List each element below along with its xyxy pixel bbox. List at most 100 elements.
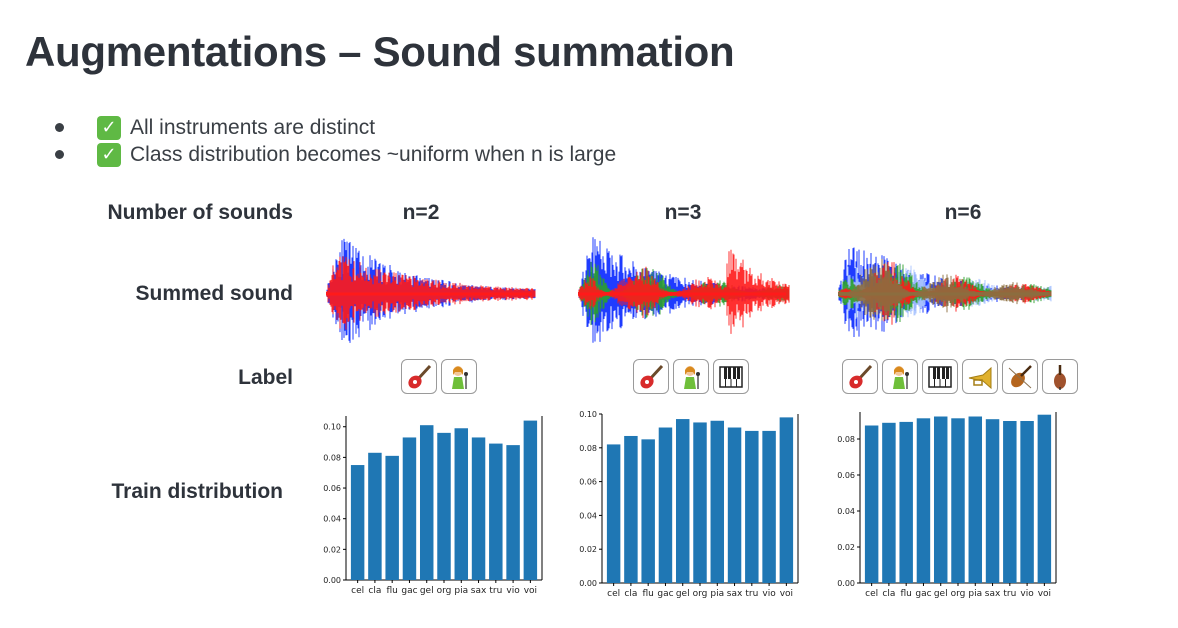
row-label-number-of-sounds: Number of sounds [107, 201, 293, 224]
x-tick-label: cla [624, 589, 637, 599]
guitar-icon [849, 364, 873, 388]
instrument-label [1042, 359, 1078, 394]
bar-cel [606, 444, 621, 583]
bar-cla [624, 435, 638, 583]
bar-tru [489, 443, 503, 580]
x-tick-label: flu [642, 589, 653, 599]
bar-cla [882, 422, 896, 583]
bar-flu [641, 439, 655, 583]
bar-voi [523, 420, 538, 580]
bar-sax [471, 437, 486, 580]
y-tick-label: 0.04 [837, 507, 855, 516]
bar-flu [385, 455, 399, 580]
bullet-text: Class distribution becomes ~uniform when… [130, 142, 617, 166]
y-tick-label: 0.08 [323, 453, 341, 462]
y-tick-label: 0.02 [837, 543, 855, 552]
y-tick-label: 0.06 [579, 478, 597, 487]
x-tick-label: gac [657, 589, 673, 599]
bar-cla [368, 452, 382, 580]
x-tick-label: pia [710, 589, 724, 599]
x-tick-label: flu [386, 586, 397, 596]
x-tick-label: vio [1020, 589, 1034, 599]
instrument-label [962, 359, 998, 394]
train-distribution-chart-n2: 0.00 0.02 0.04 0.06 0.08 0.10 cel cla flu gac gel o… [323, 416, 543, 596]
waveform-n2 [326, 238, 536, 343]
train-distribution-chart-n3: 0.00 0.02 0.04 0.06 0.08 0.10 cel cla flu gac gel o… [579, 410, 799, 599]
bar-voi [1037, 414, 1052, 583]
violin-icon [1008, 364, 1032, 388]
piano-icon [928, 365, 952, 388]
bar-org [951, 418, 965, 583]
x-tick-label: pia [968, 589, 982, 599]
x-tick-label: gac [915, 589, 931, 599]
waveform-n6 [838, 247, 1052, 338]
x-tick-label: voi [1038, 589, 1051, 599]
y-tick-label: 0.02 [579, 545, 597, 554]
x-tick-label: sax [985, 589, 1001, 599]
y-tick-label: 0.06 [323, 484, 341, 493]
bullet-item: ✓ All instruments are distinct [55, 114, 616, 141]
bar-tru [745, 430, 759, 583]
bar-gac [658, 427, 673, 583]
y-tick-label: 0.00 [579, 579, 597, 588]
x-tick-label: cla [882, 589, 895, 599]
bullet-list: ✓ All instruments are distinct ✓ Class d… [55, 114, 616, 168]
x-tick-label: org [951, 589, 966, 599]
bar-org [437, 432, 451, 580]
bar-pia [710, 420, 725, 583]
bar-sax [985, 419, 1000, 583]
x-tick-label: vio [762, 589, 776, 599]
bar-sax [727, 427, 742, 583]
bar-cel [864, 425, 879, 583]
instrument-label [673, 359, 709, 394]
x-tick-label: voi [524, 586, 537, 596]
guitar-icon [640, 364, 664, 388]
x-tick-label: flu [900, 589, 911, 599]
bar-gac [402, 437, 417, 580]
check-mark-icon: ✓ [97, 115, 121, 140]
bar-org [693, 422, 707, 583]
trumpet-icon [968, 366, 992, 389]
y-tick-label: 0.04 [323, 515, 341, 524]
x-tick-label: pia [454, 586, 468, 596]
x-tick-label: gac [401, 586, 417, 596]
instrument-label [401, 359, 437, 394]
cello-icon [1054, 364, 1066, 390]
instrument-label [713, 359, 749, 394]
label-icons-n6 [842, 359, 1078, 394]
singer-icon [893, 365, 909, 389]
y-tick-label: 0.08 [579, 444, 597, 453]
singer-icon [684, 365, 700, 389]
label-icons-n2 [401, 359, 477, 394]
x-tick-label: tru [745, 589, 758, 599]
x-tick-label: vio [506, 586, 520, 596]
instrument-label [922, 359, 958, 394]
x-tick-label: org [693, 589, 708, 599]
train-distribution-chart-n6: 0.00 0.02 0.04 0.06 0.08 cel cla flu gac gel org pi… [837, 412, 1057, 599]
bar-gel [419, 425, 434, 580]
x-tick-label: cla [368, 586, 381, 596]
x-tick-label: cel [865, 589, 878, 599]
bar-cel [350, 465, 365, 580]
label-icons-n3 [633, 359, 749, 394]
y-tick-label: 0.02 [323, 545, 341, 554]
bar-gel [675, 419, 690, 583]
x-tick-label: cel [607, 589, 620, 599]
x-tick-label: voi [780, 589, 793, 599]
x-tick-label: tru [489, 586, 502, 596]
row-label-train-distribution: Train distribution [111, 480, 284, 503]
column-heading-n2: n=2 [402, 201, 440, 224]
y-tick-label: 0.10 [579, 410, 597, 419]
x-tick-label: gel [676, 589, 690, 599]
y-tick-label: 0.00 [323, 576, 341, 585]
slide-title: Augmentations – Sound summation [25, 28, 735, 75]
y-tick-label: 0.06 [837, 471, 855, 480]
check-mark-icon: ✓ [97, 142, 121, 167]
x-tick-label: gel [934, 589, 948, 599]
bar-pia [968, 416, 983, 583]
x-tick-label: gel [420, 586, 434, 596]
y-tick-label: 0.10 [323, 423, 341, 432]
instrument-label [633, 359, 669, 394]
bar-pia [454, 428, 469, 580]
y-tick-label: 0.00 [837, 579, 855, 588]
